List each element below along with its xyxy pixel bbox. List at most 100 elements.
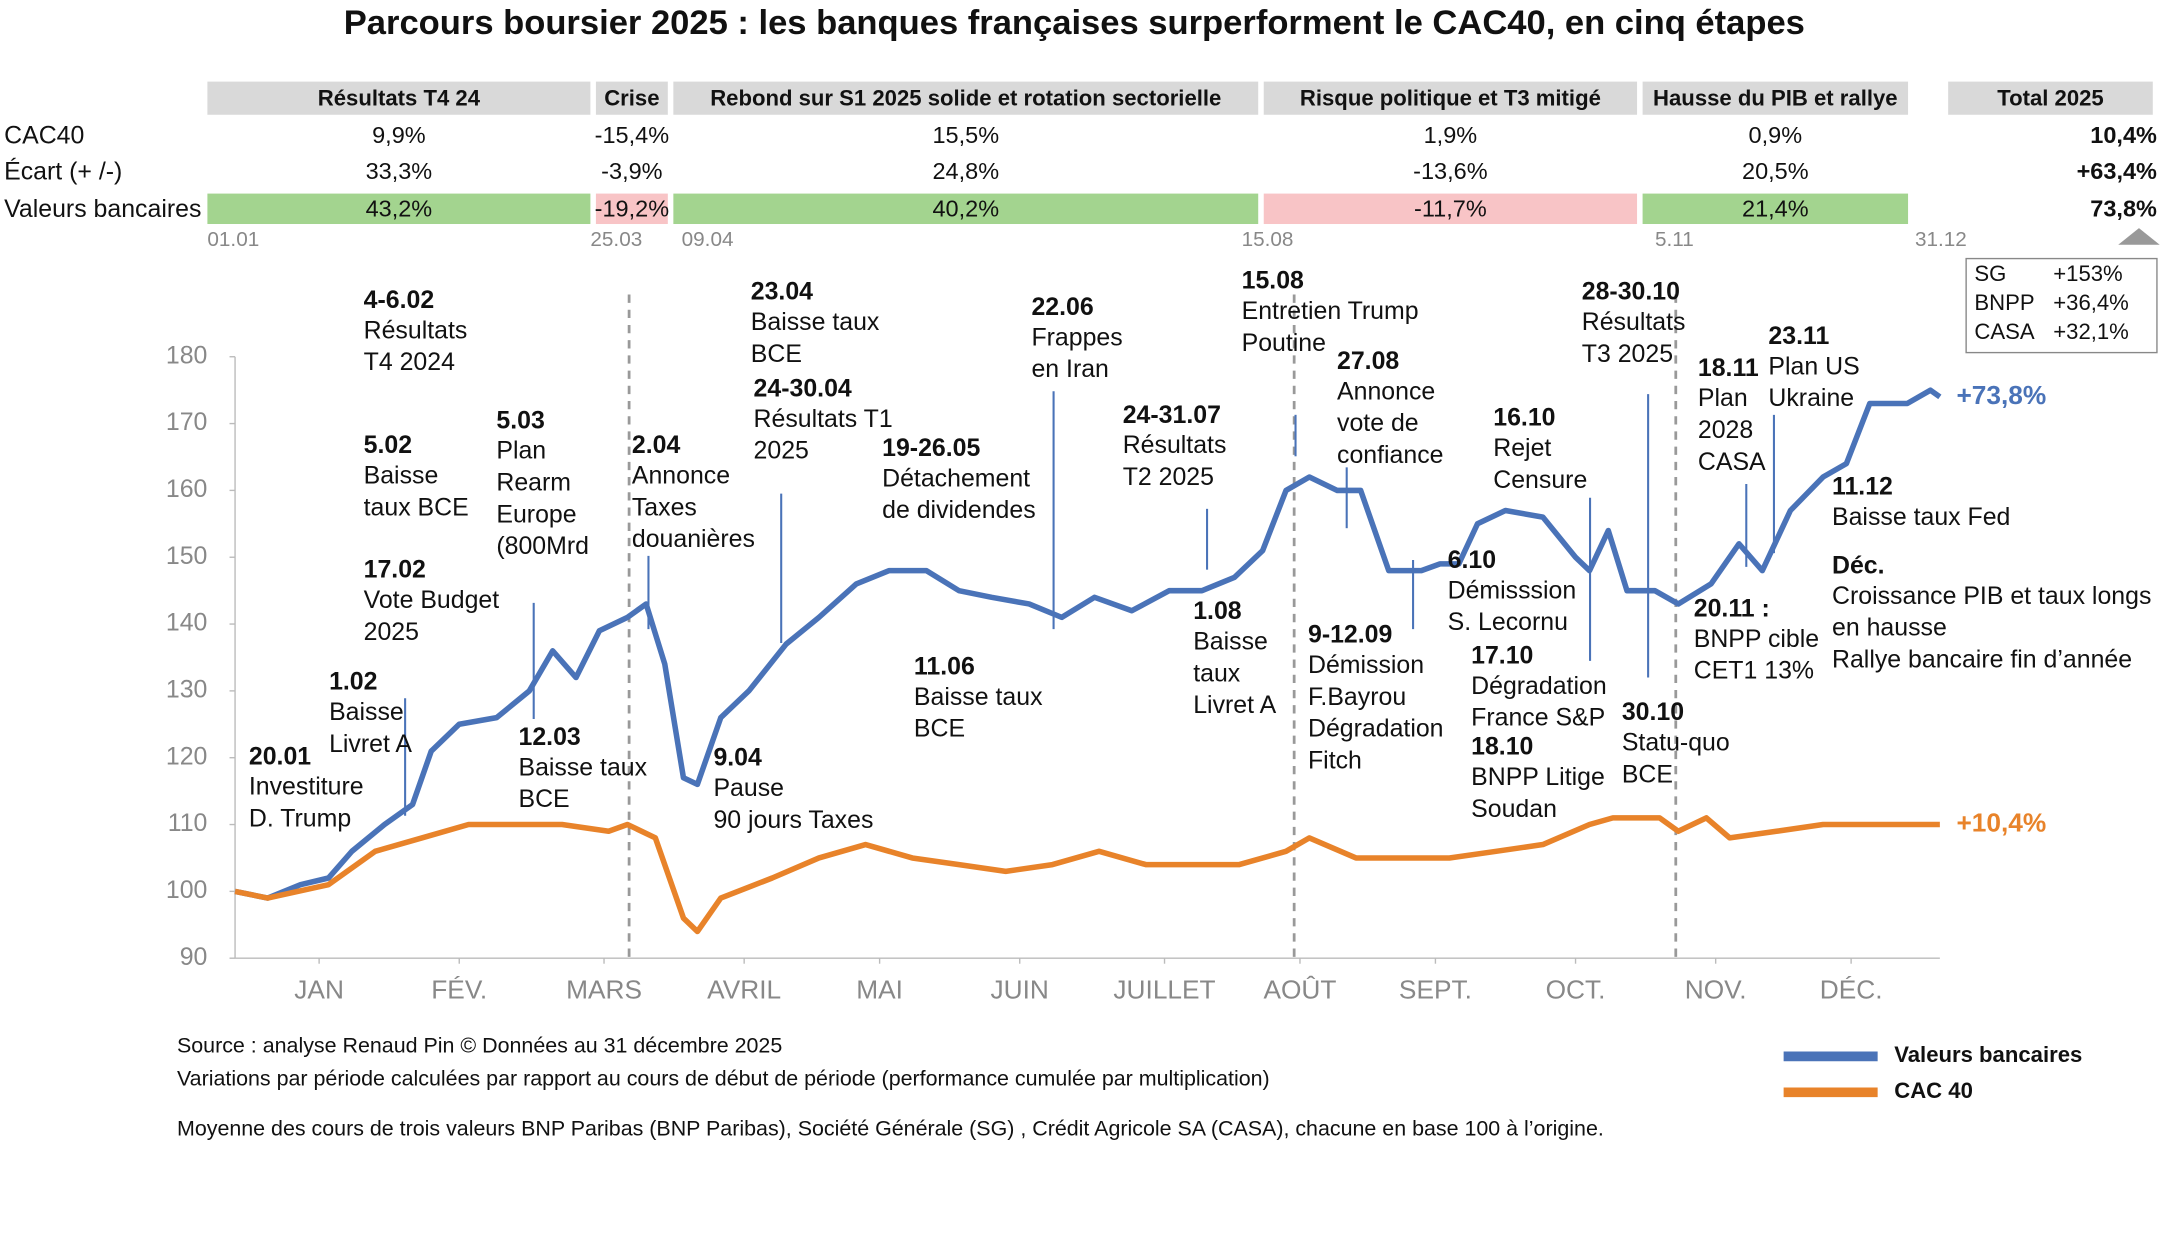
- cell: 24,8%: [932, 158, 999, 184]
- annotation-text: Dégradation: [1308, 715, 1444, 743]
- annotation-text: Statu-quo: [1622, 728, 1730, 756]
- box-value: +36,4%: [2053, 290, 2129, 315]
- annotation-text: Baisse: [1193, 628, 1268, 656]
- annotation-text: Rearm: [496, 469, 571, 497]
- note: Variations par période calculées par rap…: [177, 1067, 1270, 1091]
- x-tick-label: JUIN: [991, 974, 1049, 1004]
- y-tick-label: 180: [166, 341, 208, 369]
- y-tick-label: 150: [166, 542, 208, 570]
- box: [1965, 257, 2158, 354]
- box-label: CASA: [1974, 319, 2034, 344]
- annotation-text: Rallye bancaire fin d’année: [1832, 646, 2132, 674]
- annotation-date: 12.03: [518, 723, 580, 751]
- annotation-date: 18.11: [1698, 354, 1759, 382]
- annotation-date: 24-31.07: [1123, 401, 1221, 429]
- annotation-text: Taxes: [632, 493, 697, 521]
- header-cell: [1642, 81, 1909, 115]
- annotation-date: 11.12: [1832, 473, 1893, 501]
- annotation-date: 20.11 :: [1694, 594, 1770, 622]
- annotation-text: Croissance PIB et taux longs: [1832, 582, 2151, 610]
- cell: -3,9%: [601, 158, 662, 184]
- box-label: BNPP: [1974, 290, 2034, 315]
- annotation-text: Résultats T1: [754, 405, 893, 433]
- annotation-text: F.Bayrou: [1308, 683, 1406, 711]
- y-tick-label: 130: [166, 675, 208, 703]
- annotation-text: Baisse taux: [518, 753, 647, 781]
- x-tick-label: AVRIL: [707, 974, 781, 1004]
- x-tick-label: SEPT.: [1399, 974, 1472, 1004]
- header-cell: [1948, 81, 2153, 115]
- y-tick-label: 100: [166, 876, 208, 904]
- y-tick-label: 140: [166, 609, 208, 637]
- annotation-text: Dégradation: [1471, 672, 1607, 700]
- annotation-date: 9-12.09: [1308, 621, 1392, 649]
- legend-label: Valeurs bancaires: [1894, 1042, 2082, 1067]
- cell: 15,5%: [932, 122, 999, 148]
- cell: 0,9%: [1749, 122, 1803, 148]
- period-date: 5.11: [1655, 228, 1694, 251]
- annotation-date: 16.10: [1493, 404, 1555, 432]
- marker: [2118, 228, 2160, 245]
- annotation-text: 2028: [1698, 416, 1753, 444]
- annotation-date: 23.11: [1768, 322, 1829, 350]
- y-tick-label: 110: [168, 809, 208, 837]
- row-label: Écart (+ /-): [4, 156, 122, 185]
- annotation-text: S. Lecornu: [1448, 608, 1568, 636]
- end-label: +10,4%: [1956, 807, 2046, 837]
- annotation-text: CASA: [1698, 448, 1766, 476]
- x-tick-label: JUILLET: [1113, 974, 1215, 1004]
- header-cell: [1263, 81, 1638, 115]
- annotation-date: 22.06: [1031, 293, 1093, 321]
- annotation-date: 5.02: [364, 431, 412, 459]
- annotation-text: D. Trump: [249, 805, 351, 833]
- annotation-text: T2 2025: [1123, 463, 1214, 491]
- x-tick-label: NOV.: [1685, 974, 1747, 1004]
- annotation-text: Europe: [496, 500, 576, 528]
- header-cell: [595, 81, 668, 115]
- annotation-text: Baisse: [329, 698, 404, 726]
- annotation-text: en Iran: [1031, 355, 1108, 383]
- bank-cell: [207, 193, 591, 225]
- annotation-text: Résultats: [1582, 308, 1686, 336]
- annotation-date: 24-30.04: [754, 375, 852, 403]
- annotation-text: Baisse taux: [751, 308, 880, 336]
- annotation-text: de dividendes: [882, 496, 1036, 524]
- bank-cell: [1642, 193, 1909, 225]
- y-tick-label: 160: [166, 475, 208, 503]
- annotation-date: 5.03: [496, 406, 544, 434]
- annotation-text: taux: [1193, 659, 1241, 687]
- total-name: Total 2025: [1997, 85, 2104, 110]
- annotation-text: Investiture: [249, 773, 364, 801]
- annotation-date: 4-6.02: [364, 286, 435, 314]
- annotation-text: T3 2025: [1582, 340, 1673, 368]
- bank-cell: [1263, 193, 1638, 225]
- annotation-date: 17.10: [1471, 641, 1533, 669]
- period-name: Hausse du PIB et rallye: [1653, 85, 1898, 110]
- annotation-text: BCE: [518, 785, 569, 813]
- x-tick-label: DÉC.: [1820, 974, 1883, 1004]
- header-cell: [207, 81, 591, 115]
- annotation-text: douanières: [632, 525, 755, 553]
- period-date: 01.01: [207, 228, 259, 251]
- annotation-text: CET1 13%: [1694, 657, 1814, 685]
- y-tick-label: 120: [166, 742, 208, 770]
- cell: 40,2%: [932, 195, 999, 221]
- annotation-text: Livret A: [1193, 691, 1276, 719]
- cell: 43,2%: [366, 195, 433, 221]
- annotation-text: Plan: [496, 437, 546, 465]
- bank-cell: [595, 193, 668, 225]
- annotation-text: Fitch: [1308, 746, 1362, 774]
- annotation-text: France S&P: [1471, 704, 1605, 732]
- cell: -11,7%: [1414, 195, 1487, 221]
- annotation-text: Ukraine: [1768, 384, 1854, 412]
- annotation-date: 9.04: [713, 744, 762, 772]
- box-label: SG: [1974, 261, 2006, 286]
- x-tick-label: JAN: [294, 974, 344, 1004]
- annotation-text: 90 jours Taxes: [713, 806, 873, 834]
- end-label: +73,8%: [1956, 380, 2046, 410]
- annotation-text: Détachement: [882, 464, 1030, 492]
- period-name: Rebond sur S1 2025 solide et rotation se…: [710, 85, 1221, 110]
- series-line: [234, 387, 1942, 901]
- legend-label: CAC 40: [1894, 1078, 1973, 1103]
